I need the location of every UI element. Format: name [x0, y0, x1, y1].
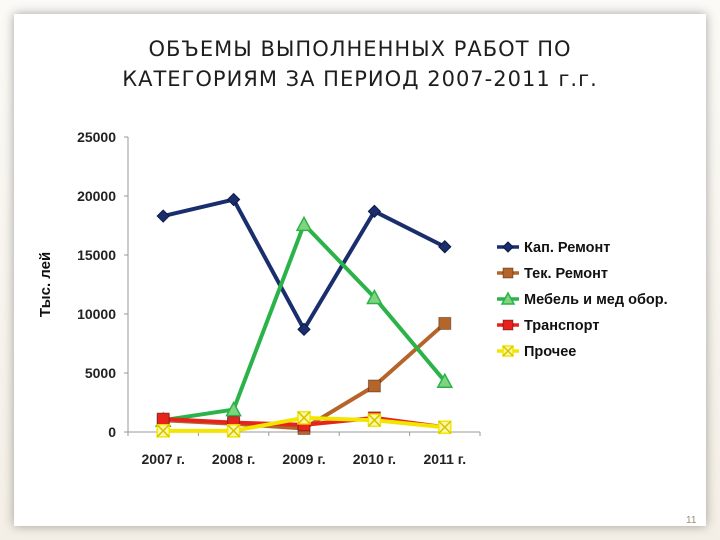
x-tick-label: 2009 г. [282, 451, 325, 467]
data-point-4-0-cross-b [156, 424, 170, 438]
y-tick-label: 25000 [77, 129, 116, 145]
data-point-0-3 [367, 204, 382, 219]
x-tick-label: 2010 г. [353, 451, 396, 467]
x-tick-label: 2007 г. [142, 451, 185, 467]
data-point-3-0 [156, 412, 170, 426]
data-point-4-0 [156, 424, 170, 438]
y-tick-label: 5000 [85, 365, 116, 381]
legend-label: Тек. Ремонт [524, 266, 608, 282]
x-tick-label: 2011 г. [424, 451, 467, 467]
data-point-0-4 [438, 240, 452, 254]
data-point-0-1 [226, 192, 241, 207]
y-axis-label: Тыс. лей [37, 252, 54, 317]
data-point-0-0 [156, 209, 170, 223]
legend-swatch-marker [502, 345, 514, 357]
data-point-1-4 [438, 316, 452, 330]
title-line-1: ОБЪЕМЫ ВЫПОЛНЕННЫХ РАБОТ ПО [148, 37, 572, 61]
slide-number: 11 [686, 515, 697, 526]
data-point-1-3 [367, 379, 381, 393]
data-point-4-3 [367, 413, 382, 427]
data-point-0-2 [297, 322, 311, 337]
data-point-2-2 [295, 215, 313, 232]
y-tick-label: 15000 [77, 247, 116, 263]
slide-frame [14, 14, 706, 526]
legend-label: Прочее [524, 344, 576, 360]
legend-swatch-marker [502, 241, 514, 253]
series-line-2 [162, 222, 447, 423]
data-point-4-2 [297, 411, 311, 425]
slide-title: ОБЪЕМЫ ВЫПОЛНЕННЫХ РАБОТ ПО КАТЕГОРИЯМ З… [0, 34, 720, 94]
data-point-4-1 [226, 424, 241, 438]
data-point-2-4 [436, 372, 454, 389]
legend-swatch-marker [500, 291, 516, 305]
y-tick-label: 10000 [77, 306, 116, 322]
legend-swatch-marker [502, 267, 514, 279]
data-point-4-3-cross-b [367, 413, 381, 427]
title-line-2: КАТЕГОРИЯМ ЗА ПЕРИОД 2007-2011 г.г. [122, 67, 598, 91]
data-point-4-4 [438, 420, 452, 435]
y-tick-label: 0 [108, 424, 116, 440]
legend-swatch-marker-cross-b [502, 345, 514, 357]
legend-label: Транспорт [524, 318, 599, 334]
y-tick-label: 20000 [77, 188, 116, 204]
x-tick-label: 2008 г. [212, 451, 255, 467]
data-point-2-3 [366, 288, 383, 305]
legend-swatch-marker [502, 319, 514, 331]
data-point-4-1-cross-b [227, 424, 241, 438]
data-point-2-1 [225, 400, 242, 417]
data-point-4-2-cross-b [297, 411, 311, 425]
legend-label: Кап. Ремонт [524, 240, 610, 256]
data-point-4-4-cross-b [438, 420, 452, 434]
legend-label: Мебель и мед обор. [524, 292, 668, 308]
